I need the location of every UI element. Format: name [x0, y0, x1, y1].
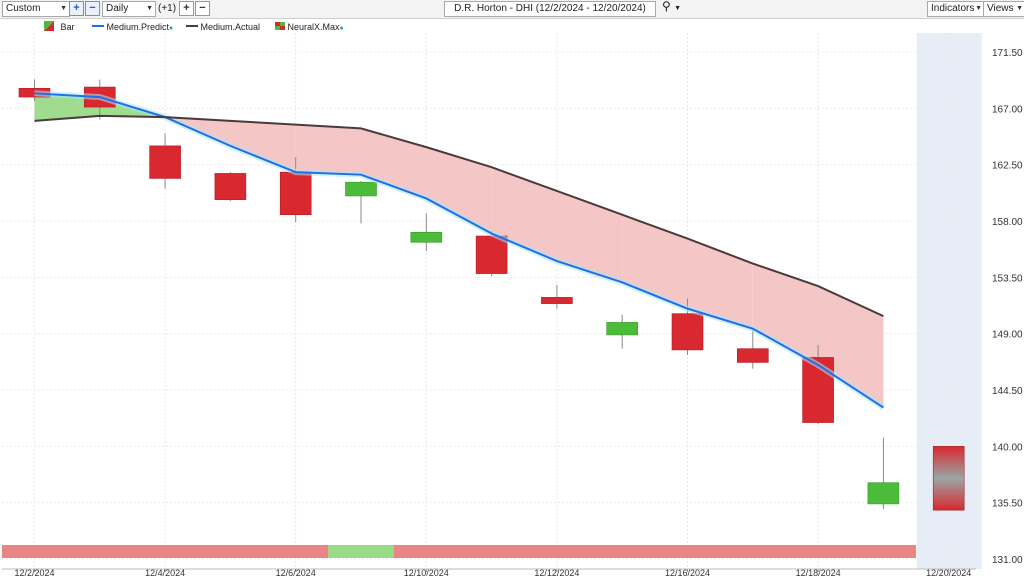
- y-tick-label: 153.50: [992, 273, 1023, 284]
- interval-select-value: Daily: [106, 3, 129, 14]
- y-tick-label: 135.50: [992, 499, 1023, 510]
- predict-actual-fill: [361, 128, 427, 199]
- y-tick-label: 131.00: [992, 555, 1023, 566]
- x-tick-label: 12/4/2024: [145, 568, 185, 578]
- candle-body: [410, 231, 443, 243]
- info-dot-icon: ●: [339, 25, 344, 32]
- predict-actual-fill: [556, 190, 623, 283]
- neuralx-band-segment: [328, 545, 394, 558]
- neuralx-band-segment: [393, 545, 917, 558]
- candle-body: [279, 171, 312, 216]
- predict-actual-fill: [426, 147, 492, 234]
- chevron-down-icon: ▼: [975, 5, 982, 12]
- flag-icon: [275, 22, 285, 30]
- forecast-bar: [932, 446, 965, 511]
- x-tick-label: 12/10/2024: [404, 568, 449, 578]
- line-swatch-icon: [186, 25, 198, 27]
- y-tick-label: 158.00: [992, 217, 1023, 228]
- legend-label: Medium.Actual: [200, 22, 261, 32]
- x-tick-label: 12/16/2024: [665, 568, 710, 578]
- legend-item-bar[interactable]: Bar: [44, 20, 75, 34]
- neuralx-band-segment: [2, 545, 329, 558]
- candle-body: [214, 173, 247, 201]
- interval-select[interactable]: Daily ▼: [102, 1, 156, 17]
- zoom-in-button[interactable]: +: [69, 1, 84, 16]
- x-tick-label: 12/20/2024: [926, 568, 971, 578]
- predict-actual-fill: [687, 238, 753, 329]
- legend-item-medium-predict[interactable]: Medium.Predict●: [92, 20, 173, 36]
- views-button[interactable]: Views ▼: [983, 1, 1024, 17]
- candle-body: [606, 322, 639, 336]
- minus-icon: −: [199, 2, 206, 14]
- symbol-title-field[interactable]: D.R. Horton - DHI (12/2/2024 - 12/20/202…: [444, 1, 656, 17]
- legend-item-neuralx-max[interactable]: NeuralX.Max●: [275, 20, 344, 36]
- search-button[interactable]: ⚲ ▼: [662, 0, 681, 15]
- legend-label: Bar: [60, 22, 75, 32]
- search-icon: ⚲: [662, 0, 671, 13]
- predict-actual-fill: [818, 286, 884, 408]
- candle-body: [867, 482, 900, 505]
- plus-icon: +: [73, 2, 80, 14]
- minus-icon: −: [89, 2, 96, 14]
- chevron-down-icon: ▼: [674, 5, 682, 12]
- chart-toolbar: Custom ▼ + − Daily ▼ (+1) + − D.R. Horto…: [0, 0, 1024, 19]
- x-tick-label: 12/6/2024: [276, 568, 316, 578]
- line-swatch-icon: [92, 25, 104, 27]
- predict-actual-fill: [34, 93, 100, 121]
- symbol-title: D.R. Horton - DHI (12/2/2024 - 12/20/202…: [454, 3, 646, 14]
- x-tick-label: 12/12/2024: [534, 568, 579, 578]
- offset-decrease-button[interactable]: −: [195, 1, 210, 16]
- bar-icon: [44, 21, 54, 31]
- predict-actual-fill: [752, 263, 819, 365]
- candle-body: [671, 313, 704, 351]
- indicators-button[interactable]: Indicators ▼: [927, 1, 985, 17]
- y-tick-label: 140.00: [992, 442, 1023, 453]
- range-select-value: Custom: [6, 3, 41, 14]
- x-tick-label: 12/2/2024: [14, 568, 54, 578]
- chevron-down-icon: ▼: [60, 5, 67, 12]
- medium-predict-line: [34, 92, 884, 409]
- candle-body: [149, 145, 181, 179]
- y-tick-label: 144.50: [992, 386, 1023, 397]
- info-dot-icon: ●: [169, 25, 174, 32]
- plus-icon: +: [183, 2, 190, 14]
- y-tick-label: 162.50: [992, 161, 1023, 172]
- offset-increase-button[interactable]: +: [179, 1, 194, 16]
- predict-actual-fill: [230, 120, 296, 173]
- chevron-down-icon: ▼: [1016, 5, 1023, 12]
- zoom-out-button[interactable]: −: [85, 1, 100, 16]
- indicators-label: Indicators: [931, 3, 975, 14]
- x-tick-label: 12/18/2024: [796, 568, 841, 578]
- legend-item-medium-actual[interactable]: Medium.Actual: [186, 20, 260, 34]
- candle-body: [475, 235, 508, 274]
- legend-label: Medium.Predict: [106, 22, 170, 32]
- predict-actual-fill: [295, 124, 361, 175]
- chevron-down-icon: ▼: [146, 5, 153, 12]
- candle-body: [345, 181, 377, 197]
- candle-body: [541, 297, 573, 304]
- range-select[interactable]: Custom ▼: [2, 1, 70, 17]
- predict-actual-fill: [622, 214, 688, 309]
- y-tick-label: 171.50: [992, 48, 1023, 59]
- legend-label: NeuralX.Max: [287, 22, 340, 32]
- y-tick-label: 167.00: [992, 104, 1023, 115]
- views-label: Views: [987, 3, 1014, 14]
- y-tick-label: 149.00: [992, 330, 1023, 341]
- medium-actual-line: [34, 114, 884, 318]
- offset-label: (+1): [158, 3, 177, 14]
- candle-body: [736, 348, 769, 363]
